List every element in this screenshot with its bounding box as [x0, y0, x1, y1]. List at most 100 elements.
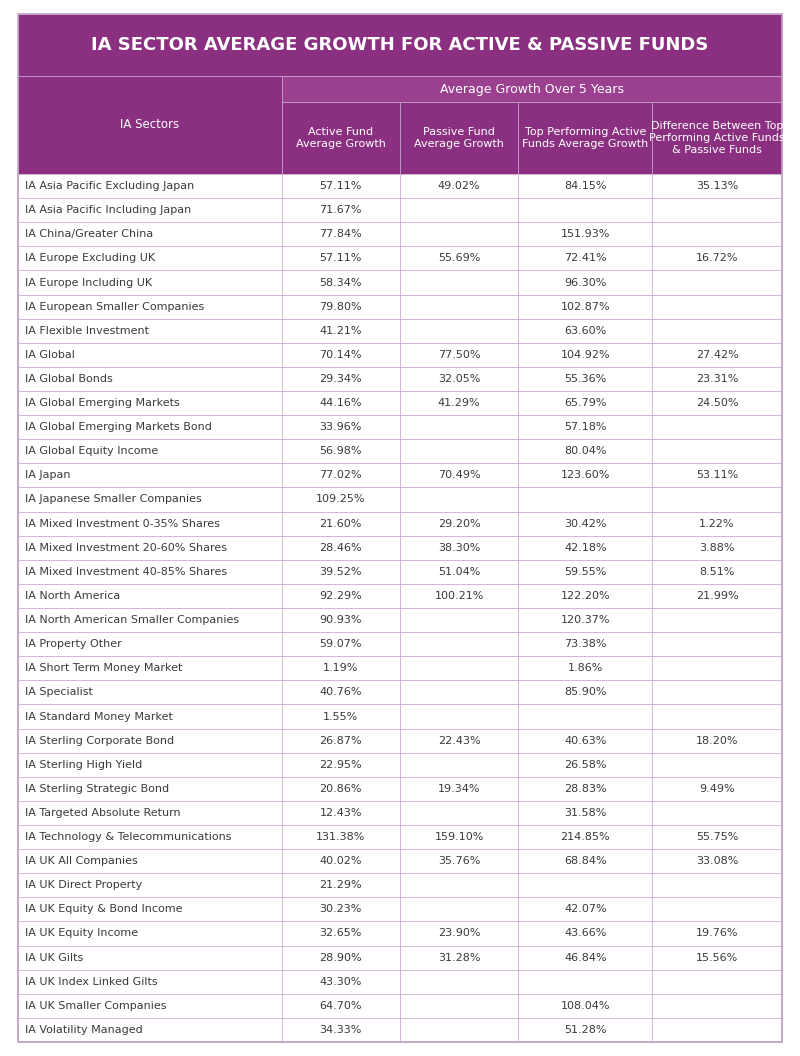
Bar [400, 584, 518, 608]
Bar [18, 584, 282, 608]
Bar [400, 560, 518, 584]
Text: 28.83%: 28.83% [564, 784, 606, 794]
Bar [652, 753, 782, 777]
Bar [652, 1018, 782, 1042]
Text: IA Sterling Corporate Bond: IA Sterling Corporate Bond [25, 736, 174, 746]
Bar [282, 584, 400, 608]
Text: 23.31%: 23.31% [696, 374, 738, 384]
Bar [652, 608, 782, 633]
Bar [518, 584, 652, 608]
Bar [652, 729, 782, 753]
Bar [518, 753, 652, 777]
Bar [518, 922, 652, 945]
Text: 65.79%: 65.79% [564, 398, 606, 408]
Bar [400, 415, 518, 439]
Bar [282, 270, 400, 295]
Bar [518, 825, 652, 849]
Bar [652, 873, 782, 898]
Bar [652, 464, 782, 488]
Bar [518, 560, 652, 584]
Text: 57.18%: 57.18% [564, 422, 606, 432]
Text: 55.75%: 55.75% [696, 832, 738, 842]
Text: 33.08%: 33.08% [696, 856, 738, 866]
Bar [652, 343, 782, 366]
Text: 21.60%: 21.60% [320, 518, 362, 529]
Text: 151.93%: 151.93% [561, 229, 610, 240]
Bar [400, 969, 518, 994]
Text: IA Flexible Investment: IA Flexible Investment [25, 325, 149, 336]
Bar [652, 391, 782, 415]
Bar [518, 295, 652, 319]
Bar [18, 464, 282, 488]
Bar [652, 366, 782, 391]
Bar [652, 439, 782, 464]
Bar [400, 222, 518, 246]
Bar [18, 633, 282, 656]
Bar [518, 222, 652, 246]
Bar [518, 102, 652, 174]
Text: IA Global Equity Income: IA Global Equity Income [25, 447, 158, 456]
Bar [518, 608, 652, 633]
Bar [282, 704, 400, 729]
Text: 57.11%: 57.11% [320, 181, 362, 191]
Bar [652, 633, 782, 656]
Text: 58.34%: 58.34% [319, 278, 362, 287]
Bar [400, 800, 518, 825]
Bar [400, 319, 518, 343]
Bar [518, 898, 652, 922]
Text: 40.63%: 40.63% [564, 736, 606, 746]
Bar [518, 464, 652, 488]
Bar [400, 199, 518, 222]
Text: Top Performing Active
Funds Average Growth: Top Performing Active Funds Average Grow… [522, 127, 648, 149]
Bar [18, 199, 282, 222]
Bar [652, 969, 782, 994]
Bar [518, 246, 652, 270]
Text: 20.86%: 20.86% [319, 784, 362, 794]
Text: IA Mixed Investment 0-35% Shares: IA Mixed Investment 0-35% Shares [25, 518, 220, 529]
Text: 122.20%: 122.20% [561, 591, 610, 601]
Bar [18, 319, 282, 343]
Text: 41.29%: 41.29% [438, 398, 481, 408]
Text: 1.19%: 1.19% [323, 663, 358, 674]
Bar [518, 945, 652, 969]
Text: 28.90%: 28.90% [319, 953, 362, 963]
Text: 16.72%: 16.72% [696, 253, 738, 263]
Text: IA Sterling High Yield: IA Sterling High Yield [25, 759, 142, 770]
Bar [18, 608, 282, 633]
Bar [18, 898, 282, 922]
Bar [652, 584, 782, 608]
Bar [518, 777, 652, 800]
Bar [282, 969, 400, 994]
Bar [652, 825, 782, 849]
Bar [400, 633, 518, 656]
Bar [652, 102, 782, 174]
Bar [652, 295, 782, 319]
Bar [652, 560, 782, 584]
Bar [518, 488, 652, 511]
Bar [400, 439, 518, 464]
Text: IA Mixed Investment 40-85% Shares: IA Mixed Investment 40-85% Shares [25, 567, 227, 577]
Bar [518, 199, 652, 222]
Bar [18, 922, 282, 945]
Text: IA SECTOR AVERAGE GROWTH FOR ACTIVE & PASSIVE FUNDS: IA SECTOR AVERAGE GROWTH FOR ACTIVE & PA… [91, 36, 709, 54]
Bar [652, 945, 782, 969]
Bar [282, 415, 400, 439]
Text: 77.50%: 77.50% [438, 350, 481, 360]
Bar [518, 656, 652, 680]
Text: 21.99%: 21.99% [696, 591, 738, 601]
Bar [400, 898, 518, 922]
Text: Passive Fund
Average Growth: Passive Fund Average Growth [414, 127, 504, 149]
Text: 57.11%: 57.11% [320, 253, 362, 263]
Bar [18, 560, 282, 584]
Text: IA UK Equity Income: IA UK Equity Income [25, 928, 138, 939]
Text: 100.21%: 100.21% [434, 591, 484, 601]
Text: IA UK Equity & Bond Income: IA UK Equity & Bond Income [25, 904, 182, 914]
Bar [282, 391, 400, 415]
Text: IA Japanese Smaller Companies: IA Japanese Smaller Companies [25, 494, 202, 505]
Text: 28.46%: 28.46% [319, 543, 362, 552]
Text: 31.58%: 31.58% [564, 808, 606, 818]
Text: IA Mixed Investment 20-60% Shares: IA Mixed Investment 20-60% Shares [25, 543, 227, 552]
Text: 39.52%: 39.52% [319, 567, 362, 577]
Text: 71.67%: 71.67% [319, 205, 362, 215]
Text: 70.49%: 70.49% [438, 470, 481, 480]
